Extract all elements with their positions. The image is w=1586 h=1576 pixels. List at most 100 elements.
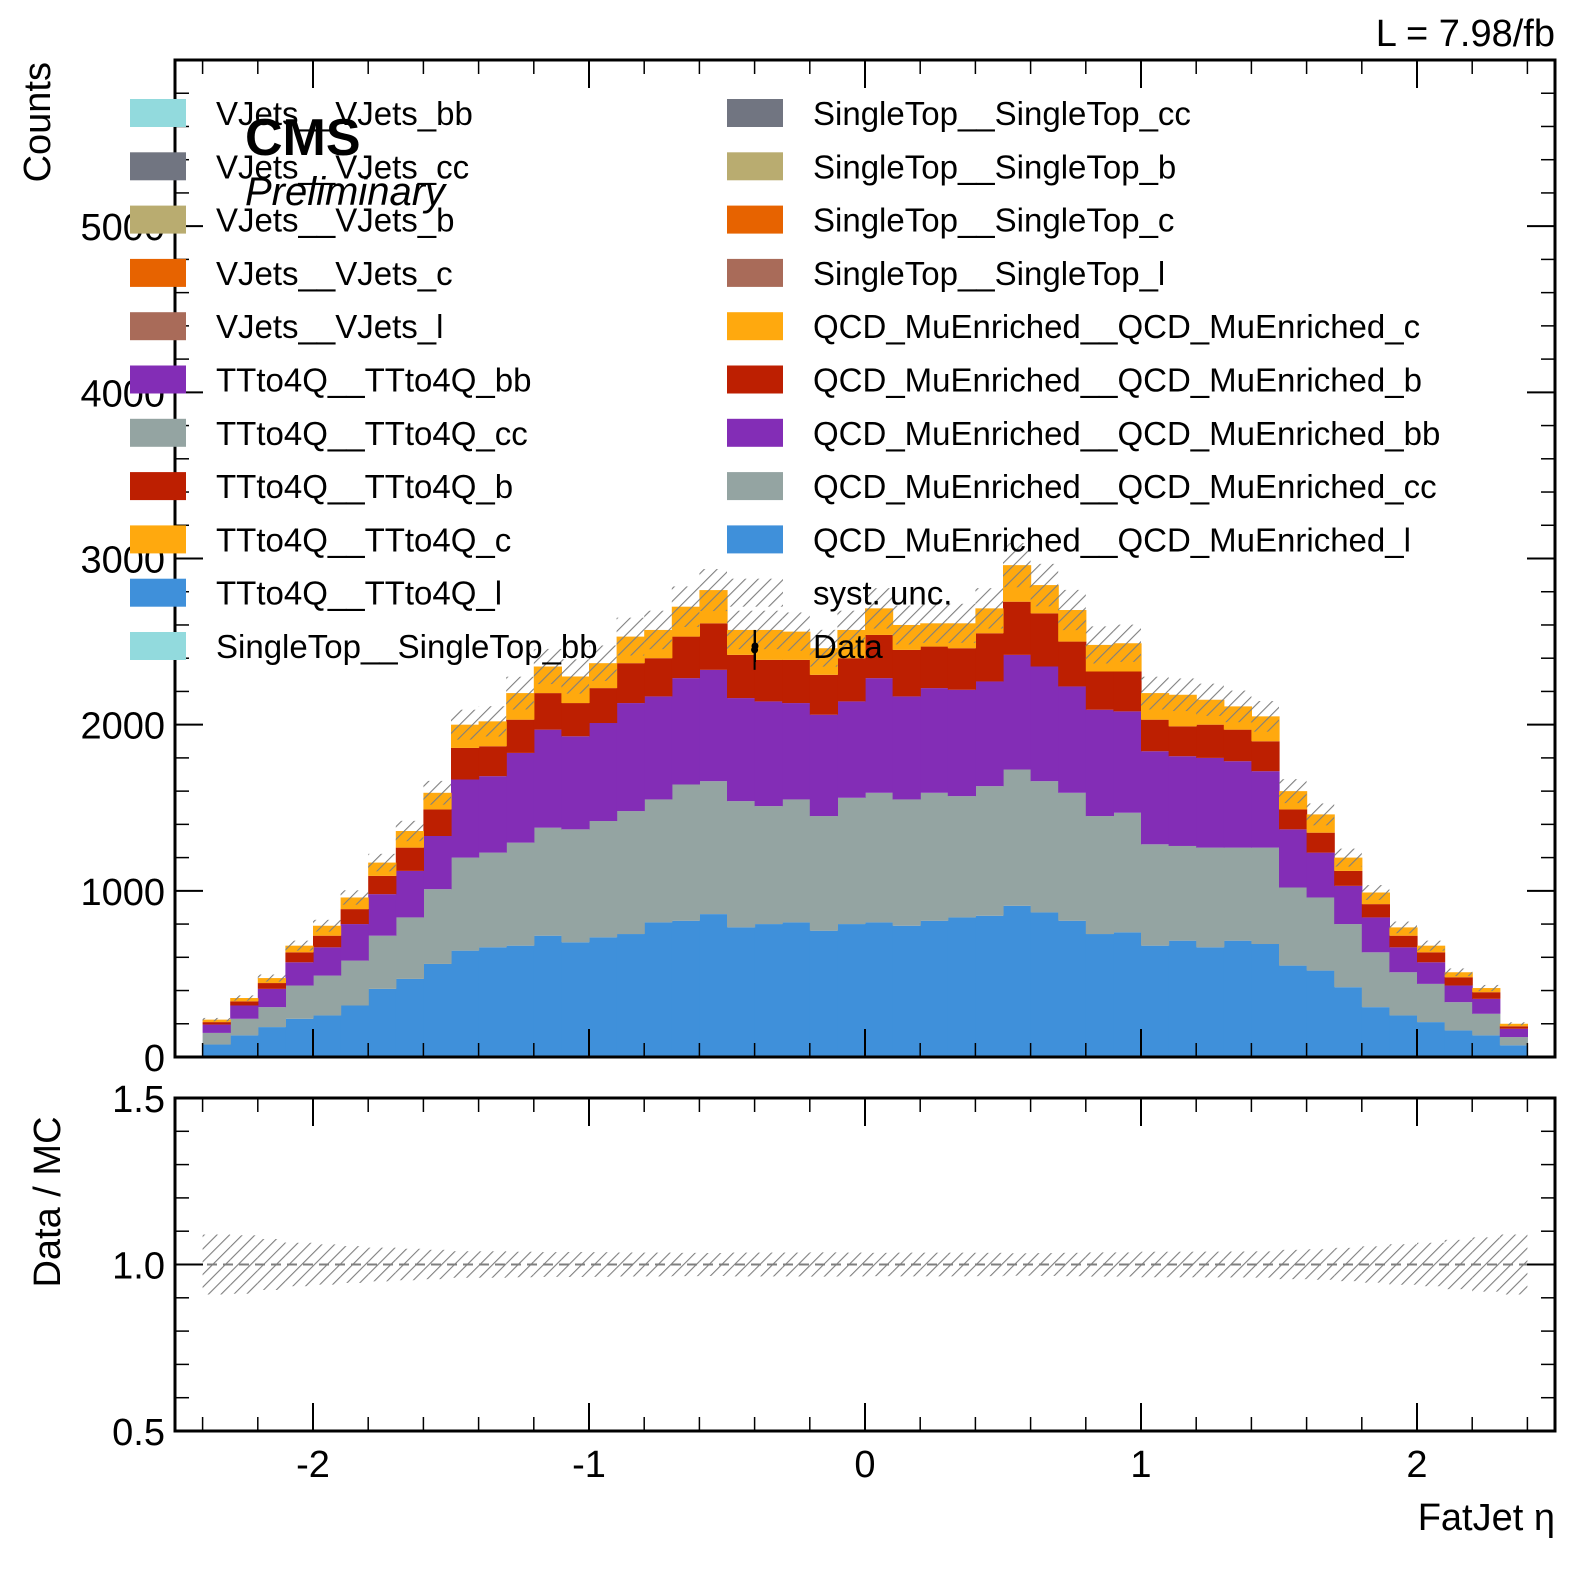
bar-qcd-muenriched-qcd-muenriched-cc	[1361, 952, 1390, 1008]
bar-qcd-muenriched-qcd-muenriched-bb	[1472, 998, 1501, 1014]
ratio-unc-bin	[892, 1252, 921, 1277]
bar-qcd-muenriched-qcd-muenriched-l	[230, 1035, 259, 1057]
syst-unc-bin	[230, 995, 258, 1001]
bar-qcd-muenriched-qcd-muenriched-b	[1279, 809, 1308, 830]
syst-unc-bin	[1499, 1022, 1528, 1026]
legend-label-singletop-singletop-c: SingleTop__SingleTop_c	[813, 202, 1174, 239]
x-axis-label: FatJet η	[1418, 1497, 1555, 1539]
bar-qcd-muenriched-qcd-muenriched-l	[892, 925, 921, 1057]
bar-qcd-muenriched-qcd-muenriched-bb	[1141, 751, 1170, 845]
bar-qcd-muenriched-qcd-muenriched-l	[1085, 934, 1114, 1057]
bar-qcd-muenriched-qcd-muenriched-l	[313, 1015, 342, 1057]
bar-qcd-muenriched-qcd-muenriched-bb	[561, 736, 590, 830]
lumi-label: L = 7.98/fb	[1376, 13, 1555, 55]
bar-qcd-muenriched-qcd-muenriched-bb	[644, 696, 673, 800]
bar-qcd-muenriched-qcd-muenriched-bb	[671, 678, 700, 785]
bar-qcd-muenriched-qcd-muenriched-b	[699, 623, 728, 670]
bar-qcd-muenriched-qcd-muenriched-b	[1334, 870, 1363, 886]
bar-qcd-muenriched-qcd-muenriched-bb	[202, 1024, 231, 1033]
legend-swatch-qcd-muenriched-qcd-muenriched-cc	[727, 472, 783, 501]
bar-qcd-muenriched-qcd-muenriched-cc	[754, 806, 783, 925]
bar-qcd-muenriched-qcd-muenriched-bb	[892, 696, 921, 800]
bar-qcd-muenriched-qcd-muenriched-b	[1141, 719, 1170, 752]
syst-unc-bin	[1030, 563, 1059, 607]
bar-qcd-muenriched-qcd-muenriched-cc	[340, 960, 369, 1006]
bar-qcd-muenriched-qcd-muenriched-cc	[1085, 816, 1114, 935]
bar-qcd-muenriched-qcd-muenriched-bb	[809, 714, 838, 817]
bar-qcd-muenriched-qcd-muenriched-cc	[230, 1018, 259, 1036]
bar-qcd-muenriched-qcd-muenriched-l	[1417, 1022, 1446, 1057]
bar-qcd-muenriched-qcd-muenriched-bb	[1499, 1028, 1528, 1038]
bar-qcd-muenriched-qcd-muenriched-bb	[837, 701, 866, 798]
bar-qcd-muenriched-qcd-muenriched-b	[202, 1022, 231, 1025]
ratio-unc-bin	[671, 1252, 700, 1277]
bar-qcd-muenriched-qcd-muenriched-l	[202, 1044, 231, 1057]
bar-qcd-muenriched-qcd-muenriched-b	[230, 1001, 259, 1006]
syst-unc-bin	[671, 586, 700, 627]
bar-qcd-muenriched-qcd-muenriched-l	[865, 922, 894, 1057]
legend-label-vjets-vjets-bb: VJets__VJets_bb	[216, 95, 473, 132]
bar-qcd-muenriched-qcd-muenriched-bb	[1058, 686, 1087, 793]
bar-qcd-muenriched-qcd-muenriched-b	[727, 654, 756, 699]
bar-qcd-muenriched-qcd-muenriched-bb	[230, 1005, 259, 1019]
legend-swatch-ttto4q-ttto4q-cc	[130, 418, 186, 447]
bar-qcd-muenriched-qcd-muenriched-cc	[1306, 897, 1335, 971]
legend-label-data: Data	[813, 628, 883, 665]
bar-qcd-muenriched-qcd-muenriched-b	[506, 719, 535, 753]
syst-unc-bin	[395, 820, 424, 842]
bar-qcd-muenriched-qcd-muenriched-cc	[257, 1007, 286, 1028]
bar-qcd-muenriched-qcd-muenriched-bb	[313, 947, 342, 976]
bar-qcd-muenriched-qcd-muenriched-l	[1030, 912, 1059, 1057]
bar-qcd-muenriched-qcd-muenriched-cc	[892, 799, 921, 926]
bar-qcd-muenriched-qcd-muenriched-l	[368, 988, 397, 1057]
syst-unc-bin	[478, 706, 507, 737]
bar-qcd-muenriched-qcd-muenriched-cc	[533, 827, 562, 936]
syst-unc-band	[202, 543, 1528, 1026]
bar-qcd-muenriched-qcd-muenriched-bb	[1417, 962, 1446, 984]
syst-unc-bin	[1472, 984, 1500, 992]
syst-unc-bin	[202, 1017, 231, 1022]
legend-label-ttto4q-ttto4q-l: TTto4Q__TTto4Q_l	[216, 575, 502, 612]
bar-qcd-muenriched-qcd-muenriched-cc	[1334, 924, 1363, 988]
bar-qcd-muenriched-qcd-muenriched-b	[809, 674, 838, 715]
bar-qcd-muenriched-qcd-muenriched-l	[671, 920, 700, 1057]
syst-unc-bin	[561, 659, 589, 694]
legend-swatch-singletop-singletop-bb	[130, 632, 186, 660]
bar-qcd-muenriched-qcd-muenriched-cc	[1223, 847, 1252, 941]
bar-qcd-muenriched-qcd-muenriched-b	[975, 633, 1004, 682]
legend-swatch-singletop-singletop-l	[727, 258, 783, 287]
bar-qcd-muenriched-qcd-muenriched-bb	[340, 924, 369, 961]
bar-qcd-muenriched-qcd-muenriched-bb	[285, 962, 314, 986]
legend-swatch-ttto4q-ttto4q-bb	[130, 365, 186, 394]
bar-qcd-muenriched-qcd-muenriched-b	[313, 935, 342, 948]
bar-qcd-muenriched-qcd-muenriched-b	[837, 658, 866, 702]
bar-qcd-muenriched-qcd-muenriched-b	[1223, 729, 1252, 762]
bar-qcd-muenriched-qcd-muenriched-b	[671, 636, 700, 679]
ratio-y-axis-label: Data / MC	[27, 1116, 69, 1287]
legend: VJets__VJets_bb VJets__VJets_cc VJets__VJe…	[130, 95, 1440, 665]
legend-swatch-syst-unc-	[727, 578, 783, 607]
bar-qcd-muenriched-qcd-muenriched-bb	[1389, 947, 1418, 973]
bar-qcd-muenriched-qcd-muenriched-bb	[699, 669, 728, 782]
syst-unc-bin	[1085, 626, 1114, 664]
bar-qcd-muenriched-qcd-muenriched-cc	[1141, 844, 1170, 946]
bar-qcd-muenriched-qcd-muenriched-cc	[727, 801, 756, 928]
bar-qcd-muenriched-qcd-muenriched-b	[1003, 601, 1032, 655]
bar-qcd-muenriched-qcd-muenriched-b	[589, 688, 618, 724]
syst-unc-bin	[837, 610, 865, 650]
bar-qcd-muenriched-qcd-muenriched-b	[1251, 741, 1280, 772]
bar-qcd-muenriched-qcd-muenriched-b	[1499, 1026, 1528, 1029]
bar-qcd-muenriched-qcd-muenriched-l	[1472, 1035, 1501, 1057]
bar-qcd-muenriched-qcd-muenriched-b	[782, 659, 811, 704]
syst-unc-bin	[1417, 940, 1445, 951]
x-tick-label: 1	[1130, 1444, 1151, 1486]
syst-unc-bin	[506, 676, 534, 710]
bar-qcd-muenriched-qcd-muenriched-cc	[837, 797, 866, 925]
bar-qcd-muenriched-qcd-muenriched-b	[754, 659, 783, 702]
syst-unc-bin	[754, 610, 783, 650]
syst-unc-bin	[1334, 848, 1362, 867]
bar-qcd-muenriched-qcd-muenriched-l	[533, 935, 562, 1057]
bar-qcd-muenriched-qcd-muenriched-cc	[285, 985, 314, 1019]
bar-qcd-muenriched-qcd-muenriched-bb	[506, 752, 535, 843]
legend-label-qcd-muenriched-qcd-muenriched-bb: QCD_MuEnriched__QCD_MuEnriched_bb	[813, 415, 1440, 452]
